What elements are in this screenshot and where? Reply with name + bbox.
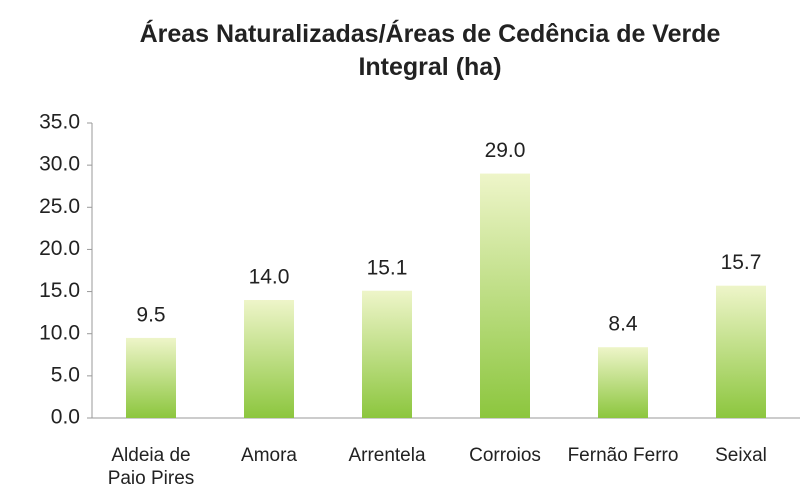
value-label: 14.0 — [249, 266, 290, 289]
bar — [126, 337, 176, 418]
y-tick-label: 25.0 — [39, 195, 80, 218]
bar — [480, 173, 530, 418]
bar — [716, 285, 766, 418]
x-tick-label: Amora — [241, 445, 297, 466]
y-tick-label: 5.0 — [51, 363, 80, 386]
bar — [362, 290, 412, 418]
x-tick-label: Aldeia de Paio Pires — [107, 445, 195, 489]
bar — [244, 300, 294, 418]
y-tick-label: 10.0 — [39, 321, 80, 344]
y-tick-label: 0.0 — [51, 406, 80, 429]
x-tick-label: Arrentela — [348, 445, 426, 466]
y-tick-label: 15.0 — [39, 279, 80, 302]
value-label: 15.7 — [721, 251, 762, 274]
y-tick-label: 20.0 — [39, 237, 80, 260]
value-label: 9.5 — [136, 303, 165, 326]
x-tick-label: Corroios — [469, 445, 541, 466]
value-label: 8.4 — [608, 313, 638, 336]
value-label: 29.0 — [485, 139, 526, 162]
y-tick-label: 35.0 — [39, 111, 80, 134]
value-label: 15.1 — [367, 256, 408, 279]
chart-title: Áreas Naturalizadas/Áreas de Cedência de… — [139, 20, 721, 81]
y-tick-label: 30.0 — [39, 153, 80, 176]
x-tick-label: Seixal — [715, 445, 767, 466]
bar — [598, 347, 648, 418]
x-tick-label: Fernão Ferro — [567, 445, 679, 466]
